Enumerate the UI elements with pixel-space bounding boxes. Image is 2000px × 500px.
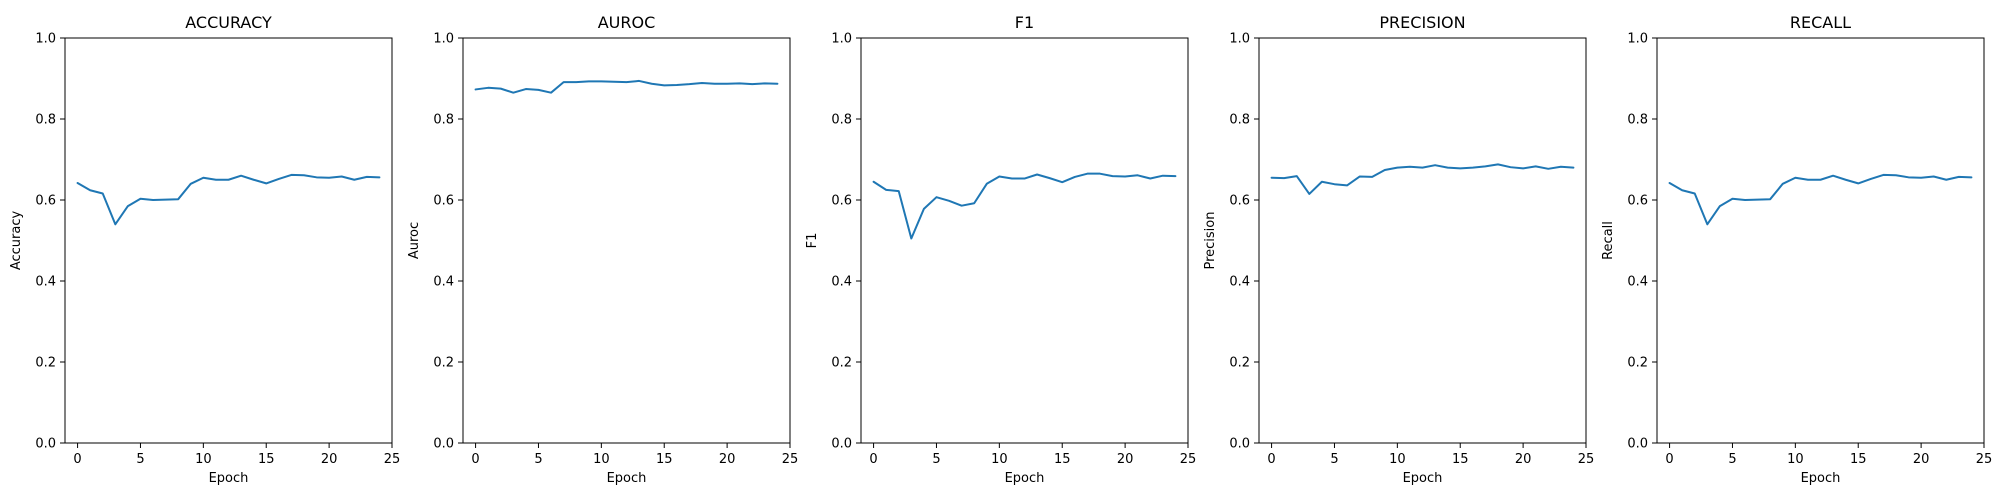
x-tick-label: 25 xyxy=(1180,452,1197,467)
x-tick-label: 20 xyxy=(321,452,338,467)
x-tick-label: 15 xyxy=(1452,452,1469,467)
x-tick-label: 15 xyxy=(1054,452,1071,467)
x-tick-label: 10 xyxy=(195,452,212,467)
y-axis-label: Recall xyxy=(1601,221,1616,260)
plot-frame xyxy=(860,37,1189,444)
chart-title: RECALL xyxy=(1790,13,1851,32)
x-tick-label: 10 xyxy=(593,452,610,467)
plot-frame xyxy=(1656,37,1985,444)
x-tick-label: 0 xyxy=(471,452,479,467)
x-tick-label: 15 xyxy=(258,452,275,467)
y-axis-label: F1 xyxy=(805,233,820,249)
x-tick-label: 10 xyxy=(1787,452,1804,467)
x-tick-label: 0 xyxy=(73,452,81,467)
x-tick-label: 20 xyxy=(1117,452,1134,467)
x-axis-label: Epoch xyxy=(1403,471,1443,486)
x-tick-label: 5 xyxy=(1330,452,1338,467)
x-axis-label: Epoch xyxy=(1801,471,1841,486)
chart-panel-precision: PRECISION 0 5 10 15 20 25 0.0 0.2 0.4 0.6 0.8 1.0 Epo… xyxy=(1203,13,1594,486)
x-tick-label: 20 xyxy=(1515,452,1532,467)
x-tick-label: 25 xyxy=(384,452,401,467)
chart-panel-f1: F1 0 5 10 15 20 25 0.0 0.2 0.4 0.6 0.8 1.0 Epoch F1 xyxy=(805,13,1196,486)
x-tick-label: 25 xyxy=(782,452,799,467)
plot-frame xyxy=(64,37,393,444)
series-line-accuracy xyxy=(76,173,381,226)
x-axis-label: Epoch xyxy=(209,471,249,486)
chart-panel-auroc: AUROC 0 5 10 15 20 25 0.0 0.2 0.4 0.6 0.8 1.0 Epoch Au… xyxy=(407,13,798,486)
series-line-recall xyxy=(1668,173,1973,226)
chart-title: PRECISION xyxy=(1379,13,1465,32)
x-tick-label: 10 xyxy=(1389,452,1406,467)
y-tick-label: 0.0 xyxy=(35,437,56,452)
x-tick-label: 15 xyxy=(656,452,673,467)
y-tick-label: 1.0 xyxy=(35,32,56,47)
y-tick-label: 0.0 xyxy=(1229,437,1250,452)
x-tick-label: 5 xyxy=(534,452,542,467)
y-tick-label: 1.0 xyxy=(433,32,454,47)
x-tick-label: 25 xyxy=(1976,452,1993,467)
y-tick-label: 0.2 xyxy=(35,356,56,371)
plot-frame xyxy=(462,37,791,444)
y-tick-label: 0.4 xyxy=(1229,275,1250,290)
x-tick-label: 10 xyxy=(991,452,1008,467)
x-tick-label: 5 xyxy=(136,452,144,467)
y-tick-label: 0.6 xyxy=(1627,194,1648,209)
chart-panel-accuracy: ACCURACY 0 5 10 15 20 25 0.0 0.2 0.4 0.6 0.8 1.0 Epoc… xyxy=(9,13,400,486)
chart-panel-recall: RECALL 0 5 10 15 20 25 0.0 0.2 0.4 0.6 0.8 1.0 Epoch R… xyxy=(1601,13,1992,486)
y-tick-label: 1.0 xyxy=(831,32,852,47)
y-tick-label: 0.2 xyxy=(831,356,852,371)
y-tick-label: 0.4 xyxy=(433,275,454,290)
y-tick-label: 0.8 xyxy=(1229,113,1250,128)
x-axis-label: Epoch xyxy=(607,471,647,486)
series-line-precision xyxy=(1270,163,1575,195)
chart-title: F1 xyxy=(1015,13,1034,32)
series-line-auroc xyxy=(474,79,779,94)
y-tick-label: 1.0 xyxy=(1627,32,1648,47)
y-tick-label: 0.4 xyxy=(35,275,56,290)
y-tick-label: 0.6 xyxy=(1229,194,1250,209)
y-tick-label: 1.0 xyxy=(1229,32,1250,47)
y-tick-label: 0.8 xyxy=(433,113,454,128)
plot-frame xyxy=(1258,37,1587,444)
y-tick-label: 0.6 xyxy=(35,194,56,209)
y-tick-label: 0.6 xyxy=(433,194,454,209)
x-axis-label: Epoch xyxy=(1005,471,1045,486)
x-tick-label: 5 xyxy=(1728,452,1736,467)
y-tick-label: 0.8 xyxy=(1627,113,1648,128)
x-tick-label: 25 xyxy=(1578,452,1595,467)
y-tick-label: 0.2 xyxy=(433,356,454,371)
y-tick-label: 0.4 xyxy=(1627,275,1648,290)
y-tick-label: 0.4 xyxy=(831,275,852,290)
y-tick-label: 0.0 xyxy=(1627,437,1648,452)
y-axis-label: Auroc xyxy=(407,222,422,259)
y-tick-label: 0.2 xyxy=(1229,356,1250,371)
y-tick-label: 0.0 xyxy=(831,437,852,452)
y-tick-label: 0.8 xyxy=(35,113,56,128)
x-tick-label: 20 xyxy=(719,452,736,467)
x-tick-label: 5 xyxy=(932,452,940,467)
x-tick-label: 0 xyxy=(869,452,877,467)
y-axis-label: Precision xyxy=(1203,211,1218,269)
y-tick-label: 0.0 xyxy=(433,437,454,452)
x-tick-label: 20 xyxy=(1913,452,1930,467)
y-tick-label: 0.6 xyxy=(831,194,852,209)
x-tick-label: 0 xyxy=(1267,452,1275,467)
x-tick-label: 15 xyxy=(1850,452,1867,467)
y-tick-label: 0.2 xyxy=(1627,356,1648,371)
y-axis-label: Accuracy xyxy=(9,211,24,271)
y-tick-label: 0.8 xyxy=(831,113,852,128)
x-tick-label: 0 xyxy=(1665,452,1673,467)
chart-title: ACCURACY xyxy=(185,13,272,32)
series-line-f1 xyxy=(872,172,1177,240)
chart-title: AUROC xyxy=(598,13,656,32)
